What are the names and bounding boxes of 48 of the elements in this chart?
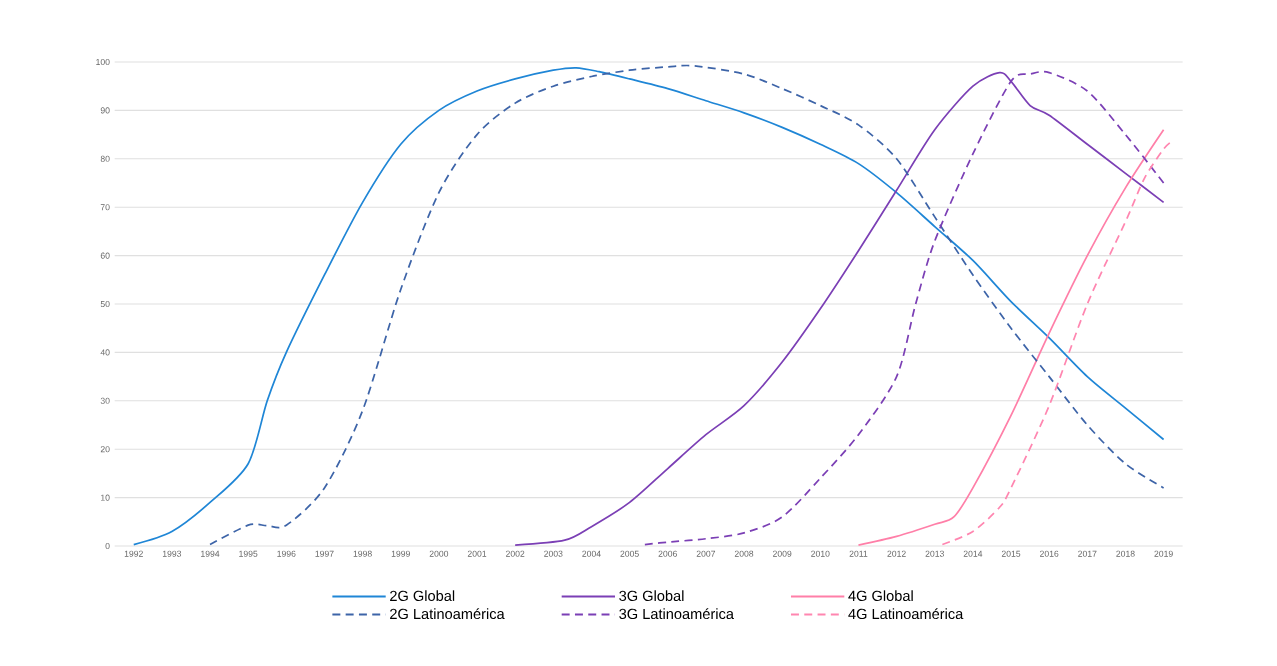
x-tick-label: 2011 <box>849 550 868 557</box>
x-tick-label: 2001 <box>467 550 487 557</box>
x-tick-label: 1999 <box>391 550 410 557</box>
y-tick-label: 0 <box>105 542 110 550</box>
x-tick-label: 2003 <box>544 550 563 557</box>
legend-label: 2G Global <box>390 590 455 602</box>
x-tick-label: 2018 <box>1116 550 1135 557</box>
x-tick-label: 1995 <box>239 550 258 557</box>
x-tick-label: 1998 <box>353 550 372 557</box>
x-tick-label: 2016 <box>1040 550 1059 557</box>
x-tick-label: 2005 <box>620 550 639 557</box>
y-tick-label: 50 <box>100 300 110 308</box>
x-tick-label: 1996 <box>277 550 296 557</box>
x-tick-label: 2015 <box>1001 550 1021 557</box>
x-tick-label: 2007 <box>696 550 716 557</box>
x-tick-label: 2008 <box>734 550 754 557</box>
y-tick-label: 60 <box>100 252 110 259</box>
y-tick-label: 20 <box>100 446 110 453</box>
y-tick-label: 100 <box>96 58 110 66</box>
legend-label: 3G Global <box>619 590 684 602</box>
x-tick-label: 1997 <box>315 550 334 557</box>
legend-label: 4G Latinoamérica <box>848 608 964 620</box>
x-tick-label: 2002 <box>506 550 525 557</box>
y-tick-label: 70 <box>100 204 110 211</box>
x-tick-label: 2012 <box>887 550 906 557</box>
y-tick-label: 10 <box>101 494 110 501</box>
x-tick-label: 2010 <box>811 550 830 557</box>
legend-label: 3G Latinoamérica <box>619 608 734 620</box>
y-tick-label: 80 <box>100 155 110 162</box>
line-series <box>941 140 1173 546</box>
x-tick-label: 2014 <box>963 550 983 557</box>
x-tick-label: 2000 <box>429 550 449 557</box>
line-series <box>857 128 1165 546</box>
x-tick-label: 1992 <box>124 550 143 557</box>
x-tick-label: 1994 <box>201 550 220 557</box>
x-tick-label: 2013 <box>925 550 944 557</box>
y-tick-label: 90 <box>100 107 110 114</box>
legend-label: 4G Global <box>848 590 913 602</box>
x-tick-label: 2017 <box>1078 550 1097 557</box>
x-tick-label: 2009 <box>773 550 792 557</box>
y-tick-label: 40 <box>100 349 110 356</box>
x-tick-label: 2004 <box>582 550 601 557</box>
x-tick-label: 2006 <box>658 550 677 557</box>
legend-label: 2G Latinoamérica <box>390 608 505 620</box>
x-tick-label: 1993 <box>162 550 182 557</box>
x-tick-label: 2019 <box>1154 550 1173 557</box>
line-series <box>514 71 1165 546</box>
y-tick-label: 30 <box>100 397 110 404</box>
